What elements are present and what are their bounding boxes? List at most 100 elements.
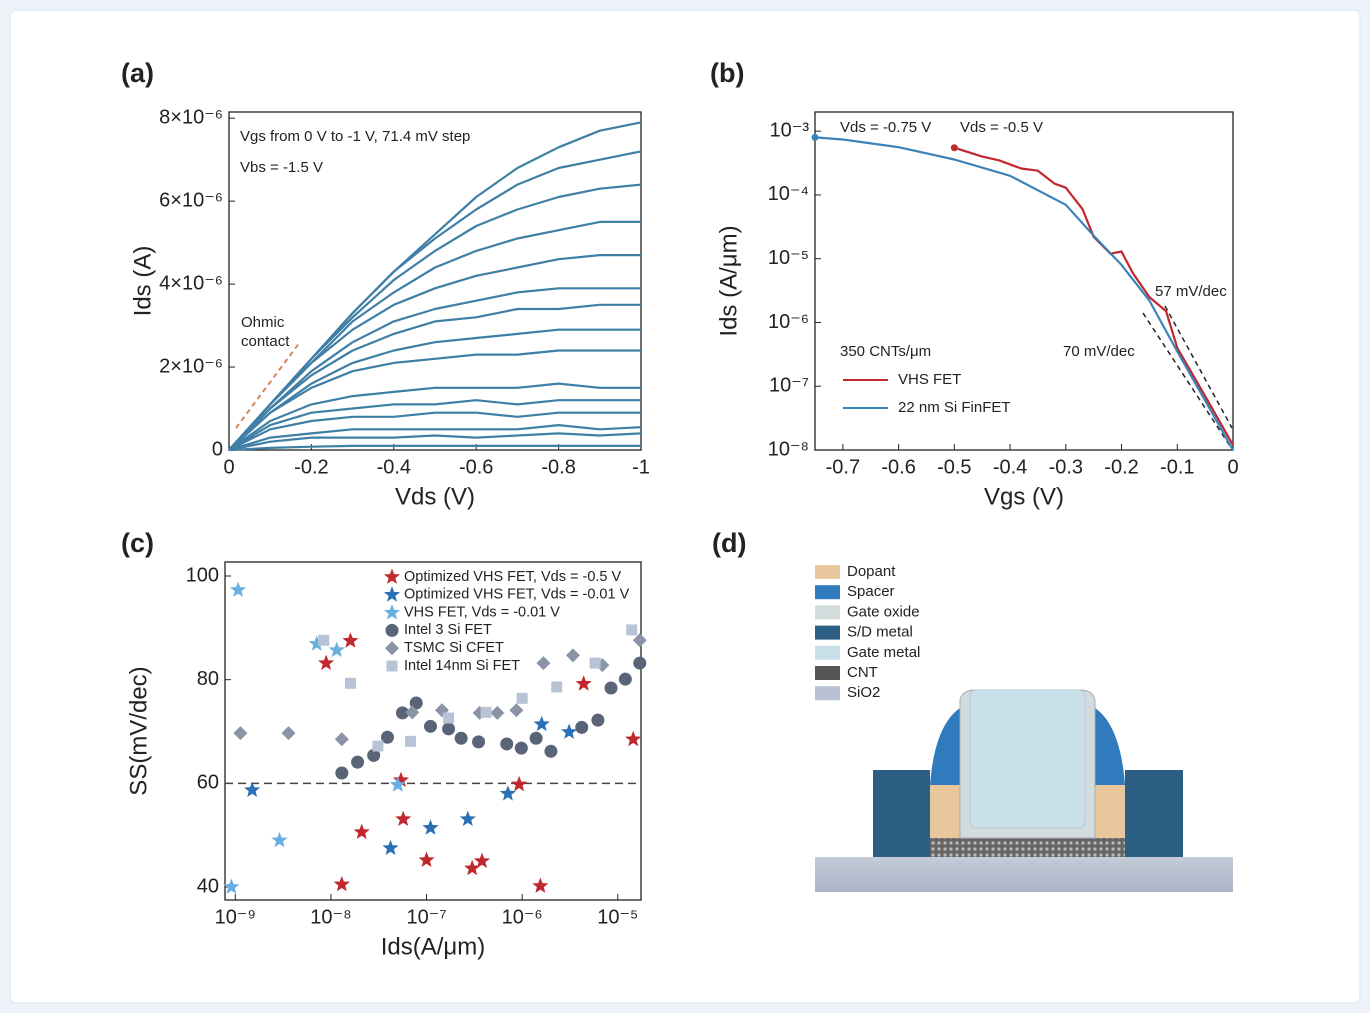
star-marker <box>318 654 335 670</box>
star-marker <box>328 641 345 657</box>
series-line <box>228 303 641 451</box>
y-tick-label: 80 <box>197 668 219 690</box>
star-marker <box>473 852 491 868</box>
circle-marker <box>472 735 486 749</box>
star-marker <box>625 730 642 747</box>
annotation: contact <box>241 333 290 350</box>
annotation: Vgs from 0 V to -1 V, 71.4 mV step <box>240 128 470 145</box>
square-marker <box>344 677 356 689</box>
square-marker <box>386 660 398 672</box>
panel-label: (c) <box>121 528 154 558</box>
y-tick-label: 10⁻⁷ <box>769 375 809 397</box>
circle-marker <box>380 730 394 744</box>
x-tick-label: 0 <box>1227 456 1238 478</box>
panel-label: (a) <box>121 58 154 88</box>
star-marker <box>223 878 240 894</box>
square-marker <box>516 692 528 704</box>
circle-marker <box>423 719 437 733</box>
circle-marker <box>514 741 528 755</box>
star-marker <box>499 785 516 801</box>
circle-marker <box>604 681 618 695</box>
y-tick-label: 6×10⁻⁶ <box>159 189 223 211</box>
square-marker <box>372 740 384 752</box>
circle-marker <box>529 731 543 745</box>
legend-swatch <box>815 585 840 600</box>
legend-swatch <box>815 666 840 680</box>
diamond-marker <box>281 726 296 741</box>
star-marker <box>333 875 350 892</box>
series-line <box>228 183 642 451</box>
diamond-marker <box>405 705 420 720</box>
circle-marker <box>351 755 365 769</box>
circle-marker <box>500 737 514 751</box>
x-tick-label: 10⁻⁵ <box>597 906 638 928</box>
annotation: 57 mV/dec <box>1155 283 1227 300</box>
y-axis-label: Ids (A/μm) <box>715 225 742 336</box>
circle-marker <box>454 731 468 745</box>
star-marker <box>464 859 481 876</box>
square-marker <box>443 712 455 724</box>
square-marker <box>480 706 492 718</box>
circle-marker <box>442 722 456 736</box>
legend-label: Spacer <box>847 583 895 600</box>
plot-frame <box>228 111 642 451</box>
panel-label: (b) <box>710 58 744 88</box>
circle-marker <box>575 720 589 734</box>
legend-swatch <box>815 565 840 579</box>
circle-marker <box>618 672 632 686</box>
circle-marker <box>395 706 409 720</box>
legend-label: Gate metal <box>847 644 920 661</box>
legend-label: S/D metal <box>847 624 913 641</box>
star-marker <box>422 819 439 835</box>
star-marker <box>230 581 247 597</box>
star-marker <box>383 568 401 584</box>
star-marker <box>575 675 592 691</box>
legend-swatch <box>815 686 840 701</box>
series-line <box>228 349 641 451</box>
start-dot <box>811 133 819 141</box>
x-tick-label: -0.4 <box>377 456 411 478</box>
y-tick-label: 10⁻⁸ <box>768 438 809 460</box>
x-tick-label: -1 <box>632 456 650 478</box>
circle-marker <box>385 623 399 637</box>
circle-marker <box>335 766 349 780</box>
star-marker <box>353 823 370 839</box>
start-dot <box>950 144 958 152</box>
legend-label: Dopant <box>847 563 896 580</box>
x-tick-label: -0.3 <box>1049 456 1083 478</box>
y-tick-label: 10⁻⁶ <box>768 311 809 333</box>
square-marker <box>405 735 417 747</box>
series-line <box>228 328 641 451</box>
series-line <box>228 424 642 452</box>
legend-label: 22 nm Si FinFET <box>898 399 1011 416</box>
annotation: Ohmic <box>241 314 285 331</box>
plot-frame <box>814 111 1234 451</box>
diamond-marker <box>509 703 524 718</box>
star-marker <box>459 810 476 826</box>
y-tick-label: 10⁻³ <box>770 119 810 141</box>
star-marker <box>271 831 288 848</box>
square-marker <box>551 681 563 693</box>
diamond-marker <box>385 641 399 656</box>
x-tick-label: 0 <box>223 456 234 478</box>
legend-swatch <box>815 605 840 620</box>
x-tick-label: -0.5 <box>937 456 971 478</box>
series-line <box>228 411 641 451</box>
circle-marker <box>633 656 647 670</box>
annotation: 350 CNTs/μm <box>840 343 931 360</box>
square-marker <box>318 634 330 646</box>
y-tick-label: 40 <box>197 875 219 897</box>
y-tick-label: 4×10⁻⁶ <box>159 272 223 294</box>
x-tick-label: 10⁻⁸ <box>310 906 351 928</box>
diamond-marker <box>536 656 551 671</box>
legend-swatch <box>815 625 840 640</box>
legend-label: Gate oxide <box>847 603 920 620</box>
y-tick-label: 100 <box>186 564 219 586</box>
circle-marker <box>591 713 605 727</box>
legend-label: Intel 3 Si FET <box>404 622 492 638</box>
diamond-marker <box>632 633 647 648</box>
diamond-marker <box>565 648 580 663</box>
series-line <box>228 382 641 451</box>
star-marker <box>383 586 401 602</box>
